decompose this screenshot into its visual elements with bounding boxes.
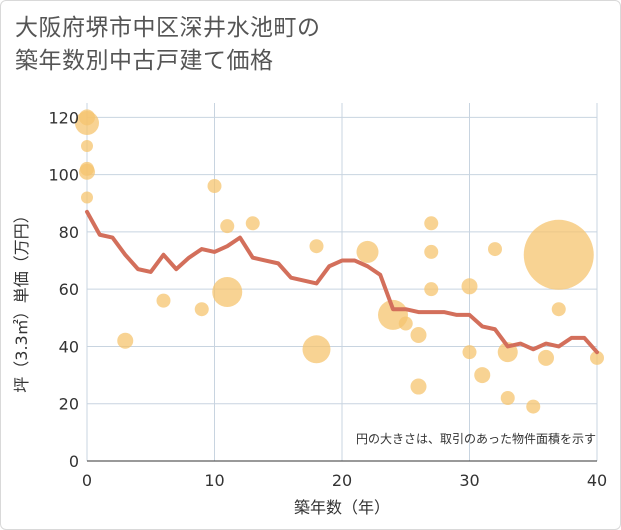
trend-line: [85, 209, 599, 355]
y-tick-label: 0: [69, 452, 79, 471]
bubble-point: [523, 219, 594, 290]
chart-title-line-1: 大阪府堺市中区深井水池町の: [15, 15, 321, 41]
bubbles: [75, 109, 604, 414]
y-axis-label: 坪（3.3㎡）単価（万円）: [12, 207, 31, 392]
chart-title-line-2: 築年数別中古戸建て価格: [15, 48, 274, 74]
y-tick-label: 40: [59, 337, 79, 356]
bubble-point: [156, 293, 171, 308]
y-tick-label: 60: [59, 280, 79, 299]
x-tick-label: 30: [459, 471, 479, 490]
trend-line-group: [85, 209, 599, 355]
grid: [86, 103, 598, 462]
bubble-point: [590, 350, 604, 365]
bubble-point: [81, 191, 93, 204]
y-tick-label: 80: [59, 223, 79, 242]
chart-title: 大阪府堺市中区深井水池町の 築年数別中古戸建て価格: [15, 12, 321, 78]
bubble-point: [538, 349, 554, 366]
bubble-point: [461, 278, 478, 295]
bubble-point: [398, 316, 413, 331]
bubble-point: [309, 239, 324, 254]
bubble-point: [410, 326, 427, 343]
bubble-point: [207, 179, 222, 194]
bubble-point: [500, 390, 515, 405]
bubble-point: [81, 139, 93, 152]
bubble-point: [410, 378, 427, 395]
bubble-point: [424, 282, 439, 297]
bubble-point: [356, 240, 379, 263]
bubble-point: [526, 399, 541, 414]
bubble-point: [302, 335, 331, 364]
y-tick-label: 20: [59, 395, 79, 414]
y-tick-label: 100: [48, 166, 79, 185]
bubble-point: [75, 111, 99, 136]
size-note: 円の大きさは、取引のあった物件面積を示す: [356, 431, 596, 446]
bubble-point: [462, 345, 477, 360]
bubble-point: [424, 216, 439, 231]
bubble-point: [220, 219, 235, 234]
x-tick-label: 20: [332, 471, 352, 490]
bubble-point: [117, 332, 134, 349]
y-tick-label: 120: [48, 108, 79, 127]
bubble-point: [194, 302, 209, 317]
x-tick-label: 10: [204, 471, 224, 490]
bubble-point: [488, 242, 502, 257]
bubble-point: [79, 163, 95, 180]
bubble-point: [551, 302, 566, 317]
bubble-point: [424, 244, 439, 259]
x-axis-label: 築年数（年）: [294, 498, 390, 517]
x-tick-label: 40: [587, 471, 607, 490]
bubble-point: [474, 367, 491, 384]
bubble-point: [212, 277, 243, 308]
bubble-point: [245, 216, 260, 231]
axes: 0 10 20 30 40 0 20 40 60 80 100 120: [48, 108, 607, 490]
x-tick-label: 0: [82, 471, 92, 490]
